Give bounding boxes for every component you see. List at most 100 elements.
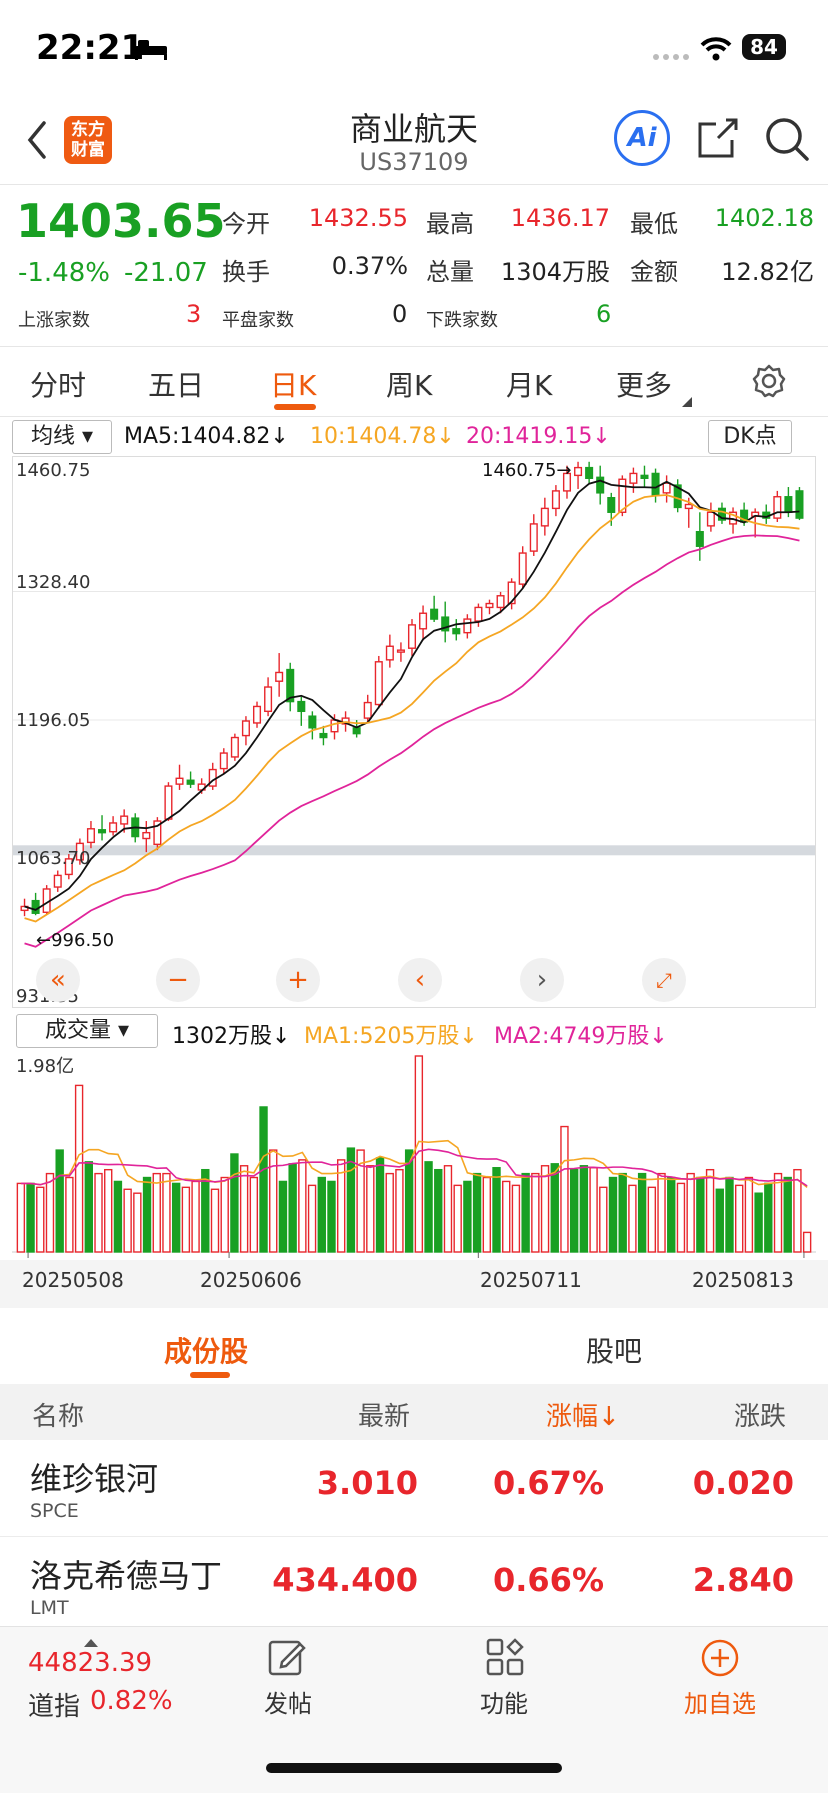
volume-ma2-line (20, 1148, 808, 1187)
candle-body (75, 842, 84, 861)
candle-body (784, 496, 793, 513)
stock-change: 2.840 (692, 1561, 794, 1599)
nav-add-watchlist-label[interactable]: 加自选 (684, 1690, 756, 1718)
volume-bar (337, 1159, 346, 1253)
candlestick-chart[interactable] (12, 456, 816, 1008)
move-left-icon[interactable]: ‹ (398, 958, 442, 1002)
candle-body (684, 503, 693, 510)
candle-body (341, 717, 350, 725)
back-icon[interactable] (26, 120, 48, 164)
volume-bar (764, 1182, 773, 1253)
candle-body (529, 523, 538, 552)
list-header (0, 1384, 828, 1440)
volume-bar (773, 1172, 783, 1253)
volume-bar (123, 1188, 132, 1253)
volume-bar (647, 1186, 657, 1253)
volume-bar (783, 1176, 792, 1253)
add-watchlist-icon[interactable] (700, 1638, 740, 1682)
function-grid-icon[interactable] (486, 1638, 524, 1680)
candle-body (496, 595, 505, 609)
min-price-annotation: ←996.50 (36, 930, 115, 951)
tab-forum[interactable]: 股吧 (586, 1335, 643, 1368)
volume-bar (113, 1180, 123, 1253)
candle-body (120, 815, 129, 825)
volume-bar (317, 1176, 326, 1253)
volume-bar (239, 1165, 249, 1253)
volume-bar (540, 1165, 550, 1253)
fullscreen-icon[interactable]: ⤢ (642, 958, 686, 1002)
index-pct: 0.82% (90, 1686, 173, 1716)
low-value: 1402.18 (714, 204, 814, 232)
rewind-icon[interactable]: « (36, 958, 80, 1002)
volume-bar (230, 1153, 239, 1253)
volume-bar (36, 1186, 45, 1253)
tab-weekly-k[interactable]: 周K (386, 369, 433, 402)
y-axis-label-2: 1328.40 (16, 572, 91, 593)
volume-bar (735, 1184, 744, 1253)
col-latest[interactable]: 最新 (358, 1402, 411, 1432)
volume-label: 总量 (426, 258, 474, 286)
move-right-icon[interactable]: › (520, 958, 564, 1002)
candle-body (562, 472, 572, 492)
divider (0, 184, 828, 185)
ma-indicator-select[interactable]: 均线 ▾ (12, 420, 112, 454)
volume-chart[interactable] (12, 1050, 816, 1260)
tab-daily-k[interactable]: 日K (270, 369, 317, 402)
candle-body (507, 581, 516, 605)
candle-body (286, 668, 295, 703)
nav-post-label[interactable]: 发帖 (264, 1690, 312, 1718)
volume-ma1-line (20, 1139, 808, 1188)
page-subtitle: US37109 (359, 148, 469, 176)
ai-button[interactable]: Ai (614, 110, 670, 166)
volume-bar (375, 1157, 385, 1253)
table-row[interactable]: 洛克希德马丁 LMT 434.400 0.66% 2.840 (0, 1537, 828, 1633)
zoom-in-icon[interactable]: + (276, 958, 320, 1002)
candle-body (374, 661, 383, 706)
stock-name: 维珍银河 (30, 1460, 159, 1498)
x-axis-strip (0, 1260, 828, 1308)
volume-bar (171, 1182, 181, 1253)
share-icon[interactable] (696, 116, 740, 164)
index-value[interactable]: 44823.39 (28, 1648, 153, 1678)
tab-constituents[interactable]: 成份股 (164, 1335, 249, 1368)
table-row[interactable]: 维珍银河 SPCE 3.010 0.67% 0.020 (0, 1440, 828, 1537)
volume-ma1-label: MA1:5205万股↓ (304, 1024, 478, 1049)
settings-icon[interactable] (752, 364, 786, 402)
expand-up-icon[interactable] (84, 1632, 98, 1651)
candle-body (264, 686, 273, 713)
change-pct: -1.48% (18, 258, 110, 288)
volume-bar (754, 1192, 763, 1253)
tab-five-day[interactable]: 五日 (148, 369, 205, 402)
edit-post-icon[interactable] (268, 1638, 306, 1680)
zoom-out-icon[interactable]: − (156, 958, 200, 1002)
ma5-label: MA5:1404.82↓ (124, 424, 289, 449)
volume-indicator-select[interactable]: 成交量 ▾ (16, 1014, 158, 1048)
volume-bar (65, 1176, 74, 1253)
volume-bar (560, 1125, 569, 1253)
volume-bar (424, 1161, 433, 1253)
candle-body (31, 899, 40, 914)
nav-function-label[interactable]: 功能 (480, 1690, 528, 1718)
volume-bar (715, 1188, 724, 1253)
candle-body (629, 472, 638, 484)
volume-bar (589, 1167, 598, 1253)
search-icon[interactable] (764, 116, 810, 166)
volume-bar (705, 1168, 715, 1253)
index-name: 道指 (28, 1692, 81, 1722)
y-axis-label-3: 1196.05 (16, 710, 91, 731)
dk-point-button[interactable]: DK点 (708, 420, 792, 454)
tab-monthly-k[interactable]: 月K (506, 369, 553, 402)
volume-bar (657, 1172, 666, 1253)
tab-intraday[interactable]: 分时 (30, 369, 87, 402)
volume-bar (395, 1168, 404, 1253)
tab-more[interactable]: 更多 (616, 369, 673, 402)
candle-body (275, 671, 284, 682)
col-change[interactable]: 涨跌 (734, 1402, 787, 1432)
col-change-pct[interactable]: 涨幅↓ (546, 1402, 620, 1432)
volume-bar (181, 1186, 191, 1253)
volume-bar (210, 1188, 220, 1253)
tab-active-indicator (274, 404, 316, 410)
wifi-icon (700, 36, 732, 66)
candle-body (706, 511, 715, 527)
col-name[interactable]: 名称 (32, 1402, 85, 1432)
